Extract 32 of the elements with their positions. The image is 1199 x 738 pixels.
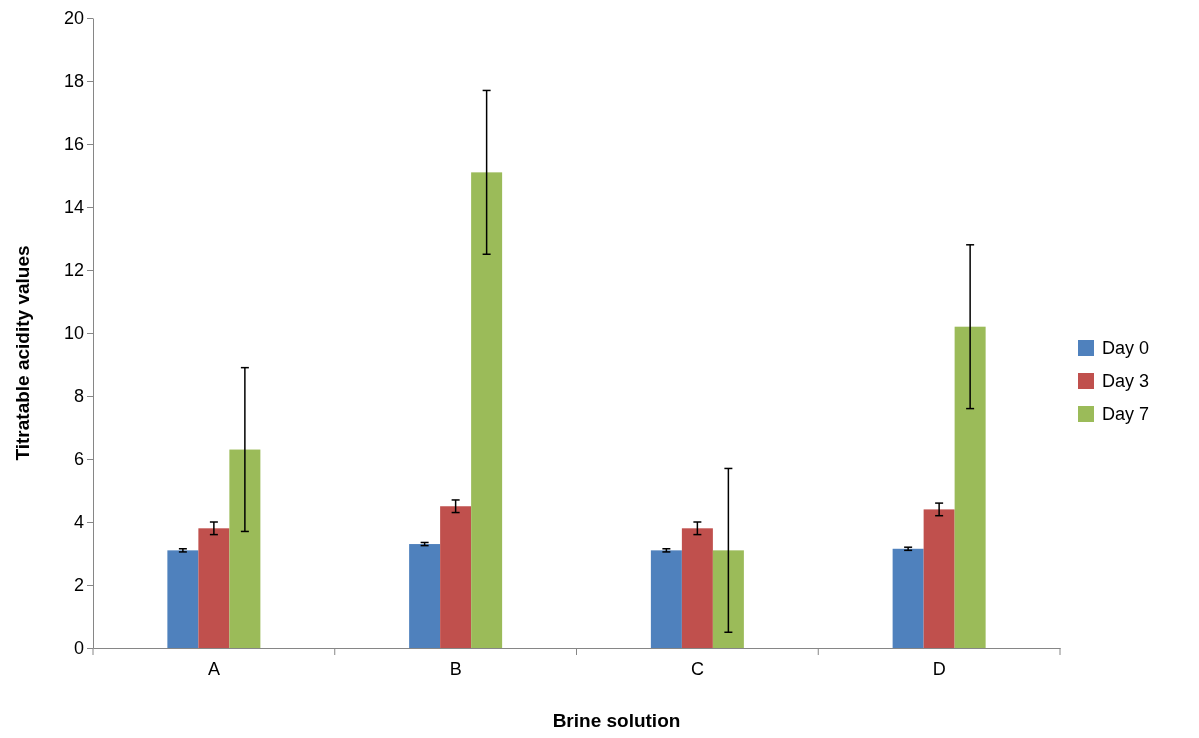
y-tick-label: 16: [63, 134, 84, 155]
bar: [892, 548, 924, 648]
bar: [440, 506, 472, 648]
bar: [712, 550, 744, 648]
y-tick-label: 6: [73, 449, 84, 470]
x-tick-label: D: [932, 658, 946, 679]
y-tick-label: 0: [73, 638, 84, 659]
bar: [229, 449, 261, 648]
y-tick-label: 18: [63, 71, 84, 92]
y-tick-label: 2: [73, 575, 84, 596]
y-tick-label: 12: [63, 260, 84, 281]
legend-label: Day 0: [1102, 338, 1150, 358]
y-tick-label: 4: [73, 512, 84, 533]
bar: [954, 326, 986, 648]
x-axis-title: Brine solution: [552, 710, 681, 731]
bar: [650, 550, 682, 648]
bar: [471, 172, 503, 648]
bar: [167, 550, 199, 648]
bar: [923, 509, 955, 648]
x-tick-label: C: [690, 658, 704, 679]
y-tick-label: 14: [63, 197, 84, 218]
legend-label: Day 3: [1102, 371, 1150, 391]
bar: [198, 528, 230, 648]
bar: [409, 544, 441, 648]
y-tick-label: 20: [63, 8, 84, 29]
x-tick-label: A: [207, 658, 220, 679]
y-tick-label: 10: [63, 323, 84, 344]
x-tick-label: B: [449, 658, 462, 679]
bar: [681, 528, 713, 648]
y-axis-title: Titratable acidity values: [12, 245, 33, 461]
legend-label: Day 7: [1102, 404, 1150, 424]
y-tick-label: 8: [73, 386, 84, 407]
